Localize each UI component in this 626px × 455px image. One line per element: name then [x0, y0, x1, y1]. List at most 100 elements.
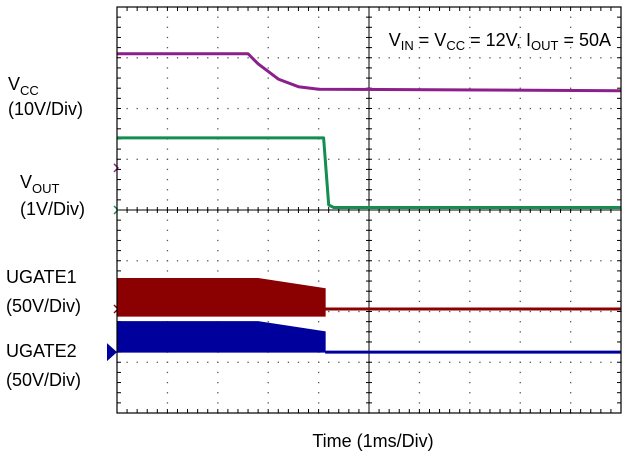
- grid-dot: [449, 361, 451, 363]
- grid-dot: [580, 158, 582, 160]
- grid-dot: [257, 361, 259, 363]
- annotation-text: = V: [414, 30, 447, 50]
- grid-dot: [438, 310, 441, 313]
- grid-dot: [489, 361, 491, 363]
- grid-dot: [570, 107, 572, 110]
- grid-dot: [267, 250, 269, 252]
- grid-dot: [469, 371, 471, 374]
- grid-dot: [217, 381, 219, 384]
- grid-dot: [338, 260, 340, 262]
- grid-dot: [449, 158, 451, 160]
- grid-dot: [559, 107, 562, 110]
- grid-dot: [499, 361, 501, 363]
- grid-dot: [297, 107, 300, 110]
- grid-dot: [318, 47, 320, 49]
- grid-dot: [519, 361, 521, 363]
- grid-dot: [570, 138, 572, 140]
- grid-dot: [570, 158, 572, 160]
- grid-dot: [277, 158, 279, 160]
- grid-dot: [318, 36, 320, 39]
- channel-markers: [107, 163, 119, 362]
- grid-dot: [267, 199, 269, 201]
- grid-dot: [146, 57, 148, 59]
- grid-dot: [570, 300, 572, 303]
- grid-dot: [328, 260, 330, 262]
- grid-dot: [570, 199, 572, 201]
- grid-dot: [418, 361, 421, 363]
- grid-dot: [418, 300, 421, 303]
- grid-dot: [338, 107, 340, 110]
- grid-dot: [519, 321, 521, 323]
- grid-dot: [570, 128, 572, 130]
- grid-dot: [126, 57, 128, 59]
- grid-dot: [529, 260, 531, 262]
- grid-dot: [418, 310, 421, 313]
- vcc-ground-marker: [113, 163, 119, 173]
- grid-dot: [126, 260, 128, 262]
- grid-dot: [318, 321, 320, 323]
- grid-dot: [166, 77, 169, 79]
- annotation-subscript: IN: [401, 38, 414, 53]
- grid-dot: [217, 250, 219, 252]
- grid-dot: [166, 392, 169, 394]
- grid-dot: [338, 158, 340, 160]
- grid-dot: [318, 199, 320, 201]
- grid-dot: [227, 57, 229, 59]
- grid-dot: [519, 57, 521, 59]
- grid-dot: [186, 107, 189, 110]
- grid-dot: [267, 260, 269, 262]
- grid-dot: [318, 270, 320, 272]
- grid-dot: [459, 57, 461, 59]
- grid-dot: [580, 57, 582, 59]
- grid-dot: [267, 219, 269, 221]
- grid-dot: [166, 67, 169, 69]
- grid-dot: [489, 57, 491, 59]
- grid-dot: [610, 107, 612, 110]
- grid-dot: [519, 270, 521, 272]
- grid-dot: [318, 189, 320, 191]
- grid-dot: [519, 87, 521, 89]
- grid-dot: [166, 16, 169, 18]
- grid-dot: [519, 402, 521, 404]
- grid-dot: [600, 260, 602, 262]
- grid-dot: [197, 57, 199, 59]
- grid-dot: [469, 128, 471, 130]
- grid-dot: [519, 239, 521, 242]
- grid-dot: [408, 158, 411, 160]
- grid-dot: [318, 239, 320, 242]
- grid-dot: [398, 361, 400, 363]
- grid-dot: [217, 402, 219, 404]
- grid-dot: [519, 118, 521, 120]
- grid-dot: [418, 57, 421, 59]
- grid-dot: [529, 310, 531, 313]
- grid-dot: [469, 77, 471, 79]
- ugate2-ground-marker: [107, 343, 117, 362]
- grid-dot: [146, 107, 148, 110]
- grid-dot: [227, 260, 229, 262]
- grid-dot: [197, 260, 199, 262]
- grid-dot: [570, 178, 572, 181]
- grid-dot: [207, 158, 209, 160]
- grid-dot: [549, 57, 552, 59]
- grid-dot: [267, 321, 269, 323]
- grid-dot: [418, 402, 421, 404]
- grid-dot: [176, 361, 179, 363]
- annotation-subscript: OUT: [531, 38, 559, 53]
- grid-dot: [338, 361, 340, 363]
- grid-dot: [600, 310, 602, 313]
- vout-ground-marker: [113, 205, 119, 215]
- grid-dot: [519, 310, 521, 313]
- grid-dot: [519, 16, 521, 18]
- grid-dot: [469, 67, 471, 69]
- grid-dot: [418, 47, 421, 49]
- grid-dot: [418, 199, 421, 201]
- grid-dot: [267, 148, 269, 150]
- grid-dot: [539, 107, 542, 110]
- grid-dot: [519, 300, 521, 303]
- grid-dot: [570, 361, 572, 363]
- grid-dot: [438, 260, 441, 262]
- grid-dot: [166, 239, 169, 242]
- grid-dot: [418, 392, 421, 394]
- grid-dot: [580, 361, 582, 363]
- grid-dot: [570, 219, 572, 221]
